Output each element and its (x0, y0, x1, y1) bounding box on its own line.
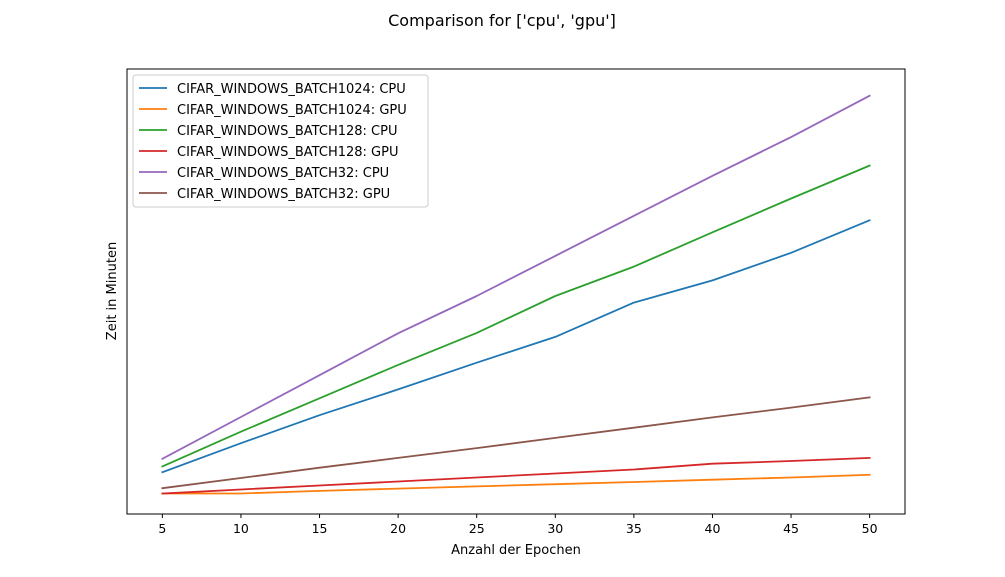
series-line-2 (161, 473, 871, 495)
legend-box (132, 74, 429, 208)
legend-label: CIFAR_WINDOWS_BATCH128: CPU (177, 124, 397, 139)
series-line-1 (161, 219, 871, 474)
x-tick-label: 10 (233, 521, 249, 536)
legend: CIFAR_WINDOWS_BATCH1024: CPU CIFAR_WINDOW… (132, 74, 429, 208)
plot-frame (126, 68, 906, 515)
y-axis-label: Zeit in Minuten (105, 242, 120, 340)
legend-label: CIFAR_WINDOWS_BATCH128: GPU (177, 145, 398, 160)
x-tick-label: 45 (783, 521, 799, 536)
chart-title: Comparison for ['cpu', 'gpu'] (388, 11, 616, 30)
x-tick-label: 5 (158, 521, 166, 536)
x-axis-ticks: 5 10 15 20 25 30 35 40 45 50 (158, 514, 878, 536)
x-tick-label: 30 (547, 521, 563, 536)
legend-label: CIFAR_WINDOWS_BATCH1024: GPU (177, 103, 407, 118)
series-line-3 (161, 164, 871, 468)
series-line-4 (161, 456, 871, 495)
legend-label: CIFAR_WINDOWS_BATCH32: CPU (177, 166, 389, 181)
plot-area: 5 10 15 20 25 30 35 40 45 50 (126, 68, 906, 536)
x-tick-label: 40 (705, 521, 721, 536)
legend-label: CIFAR_WINDOWS_BATCH1024: CPU (177, 82, 406, 97)
x-tick-label: 15 (312, 521, 328, 536)
x-axis-label: Anzahl der Epochen (451, 543, 581, 558)
x-tick-label: 25 (469, 521, 485, 536)
series-line-6 (161, 396, 871, 490)
series-line-5 (161, 94, 871, 461)
x-tick-label: 20 (390, 521, 406, 536)
legend-label: CIFAR_WINDOWS_BATCH32: GPU (177, 187, 390, 202)
series-lines (161, 94, 871, 495)
x-tick-label: 35 (626, 521, 642, 536)
x-tick-label: 50 (862, 521, 878, 536)
